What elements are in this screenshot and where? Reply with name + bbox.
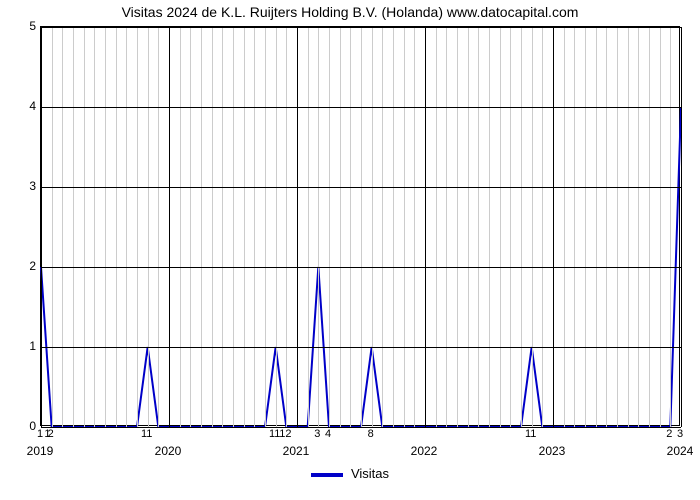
grid-minor-v: [564, 27, 565, 427]
grid-minor-v: [340, 27, 341, 427]
grid-minor-v: [606, 27, 607, 427]
grid-major-v: [169, 27, 170, 427]
grid-minor-v: [585, 27, 586, 427]
grid-major-v: [297, 27, 298, 427]
grid-minor-v: [52, 27, 53, 427]
grid-minor-v: [404, 27, 405, 427]
x-month-label: 3: [677, 428, 683, 440]
x-month-label: 8: [368, 428, 374, 440]
grid-minor-v: [94, 27, 95, 427]
x-month-label: 4: [325, 428, 331, 440]
grid-minor-v: [276, 27, 277, 427]
y-tick-label: 5: [12, 19, 36, 33]
grid-major-v: [553, 27, 554, 427]
grid-minor-v: [649, 27, 650, 427]
grid-minor-v: [489, 27, 490, 427]
grid-minor-v: [542, 27, 543, 427]
grid-minor-v: [372, 27, 373, 427]
grid-minor-v: [414, 27, 415, 427]
x-month-label: 3: [314, 428, 320, 440]
chart-title: Visitas 2024 de K.L. Ruijters Holding B.…: [0, 4, 700, 20]
grid-minor-v: [73, 27, 74, 427]
x-year-label: 2024: [667, 444, 694, 458]
x-month-label: 2: [48, 428, 54, 440]
x-year-label: 2022: [411, 444, 438, 458]
grid-minor-v: [478, 27, 479, 427]
y-tick-label: 4: [12, 99, 36, 113]
grid-minor-v: [436, 27, 437, 427]
grid-major-h: [41, 347, 681, 348]
grid-minor-v: [308, 27, 309, 427]
y-tick-label: 1: [12, 339, 36, 353]
grid-major-h: [41, 267, 681, 268]
grid-minor-v: [500, 27, 501, 427]
grid-minor-v: [660, 27, 661, 427]
grid-minor-v: [350, 27, 351, 427]
grid-minor-v: [105, 27, 106, 427]
grid-major-v: [681, 27, 682, 427]
grid-minor-v: [532, 27, 533, 427]
x-year-label: 2023: [539, 444, 566, 458]
grid-minor-v: [393, 27, 394, 427]
x-month-label: 11: [141, 428, 152, 440]
x-year-label: 2020: [155, 444, 182, 458]
grid-minor-v: [137, 27, 138, 427]
grid-minor-v: [201, 27, 202, 427]
grid-minor-v: [361, 27, 362, 427]
y-tick-label: 0: [12, 419, 36, 433]
grid-minor-v: [521, 27, 522, 427]
x-month-label: 12: [279, 428, 291, 440]
grid-minor-v: [670, 27, 671, 427]
x-month-label: 2: [666, 428, 672, 440]
grid-minor-v: [148, 27, 149, 427]
y-tick-label: 2: [12, 259, 36, 273]
grid-minor-v: [628, 27, 629, 427]
grid-minor-v: [233, 27, 234, 427]
grid-minor-v: [116, 27, 117, 427]
grid-minor-v: [265, 27, 266, 427]
grid-minor-v: [62, 27, 63, 427]
grid-minor-v: [84, 27, 85, 427]
x-year-label: 2021: [283, 444, 310, 458]
grid-major-h: [41, 27, 681, 28]
grid-major-h: [41, 187, 681, 188]
grid-minor-v: [286, 27, 287, 427]
x-month-label: 1: [37, 428, 43, 440]
grid-minor-v: [596, 27, 597, 427]
grid-minor-v: [126, 27, 127, 427]
grid-major-v: [41, 27, 42, 427]
grid-minor-v: [158, 27, 159, 427]
grid-major-h: [41, 427, 681, 428]
grid-minor-v: [468, 27, 469, 427]
grid-major-h: [41, 107, 681, 108]
y-tick-label: 3: [12, 179, 36, 193]
legend-label: Visitas: [351, 466, 389, 481]
grid-minor-v: [244, 27, 245, 427]
grid-major-v: [425, 27, 426, 427]
grid-minor-v: [574, 27, 575, 427]
grid-minor-v: [617, 27, 618, 427]
plot-area: [40, 26, 680, 426]
grid-minor-v: [254, 27, 255, 427]
grid-minor-v: [180, 27, 181, 427]
legend: Visitas: [0, 466, 700, 481]
grid-minor-v: [222, 27, 223, 427]
legend-swatch: [311, 473, 343, 477]
grid-minor-v: [510, 27, 511, 427]
grid-minor-v: [638, 27, 639, 427]
grid-minor-v: [329, 27, 330, 427]
grid-minor-v: [446, 27, 447, 427]
x-year-label: 2019: [27, 444, 54, 458]
grid-minor-v: [382, 27, 383, 427]
grid-minor-v: [318, 27, 319, 427]
x-month-label: 11: [525, 428, 536, 440]
grid-minor-v: [212, 27, 213, 427]
grid-minor-v: [457, 27, 458, 427]
grid-minor-v: [190, 27, 191, 427]
chart-container: Visitas 2024 de K.L. Ruijters Holding B.…: [0, 0, 700, 500]
